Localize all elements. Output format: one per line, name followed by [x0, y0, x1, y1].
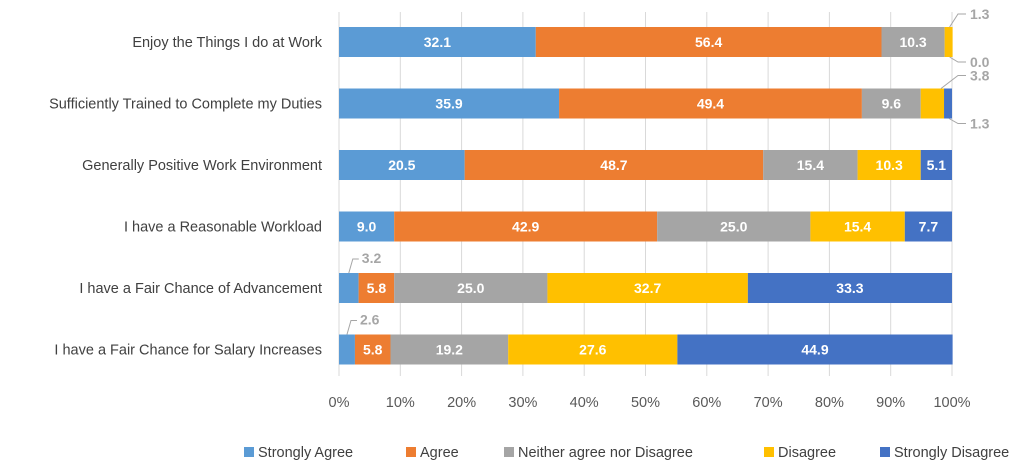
bar-segment: [944, 88, 952, 119]
bar-segment: [904, 211, 952, 242]
bar-segment: [358, 273, 395, 303]
legend-swatch: [504, 447, 514, 457]
data-label: 9.0: [357, 219, 377, 235]
x-tick-label: 30%: [508, 395, 537, 411]
data-label: 32.1: [424, 34, 451, 50]
legend-label: Strongly Disagree: [894, 445, 1009, 461]
bar-segment: [881, 27, 945, 57]
bar-segment: [339, 150, 465, 180]
data-label: 25.0: [457, 280, 484, 296]
legend-swatch: [244, 447, 254, 457]
bar-segment: [394, 273, 548, 303]
bar-segment: [857, 150, 921, 180]
data-label: 5.8: [367, 280, 387, 296]
callout-label: 1.3: [970, 6, 990, 22]
callout-leader: [940, 75, 966, 89]
callout-label: 3.2: [362, 250, 382, 266]
data-label: 15.4: [797, 157, 824, 173]
bar-segment: [535, 27, 882, 57]
data-label: 15.4: [844, 219, 871, 235]
callout-label: 1.3: [970, 116, 990, 132]
bar-segment: [657, 211, 811, 242]
data-label: 10.3: [876, 157, 903, 173]
x-tick-label: 0%: [329, 395, 350, 411]
legend-swatch: [406, 447, 416, 457]
callout-leader: [949, 13, 966, 28]
x-tick-label: 90%: [876, 395, 905, 411]
x-tick-label: 100%: [933, 395, 970, 411]
x-tick-label: 70%: [754, 395, 783, 411]
x-tick-label: 80%: [815, 395, 844, 411]
data-label: 42.9: [512, 219, 539, 235]
data-label: 35.9: [435, 96, 462, 112]
callout-labels: 1.3 0.03.8 1.3 3.2 2.6: [346, 6, 990, 335]
category-label: Enjoy the Things I do at Work: [132, 35, 322, 51]
callout-leader: [948, 118, 966, 124]
legend-swatch: [764, 447, 774, 457]
legend-swatch: [880, 447, 890, 457]
callout-label: 3.8: [970, 68, 990, 84]
bar-segment: [920, 88, 945, 119]
data-label: 20.5: [388, 157, 415, 173]
bar-segment: [339, 88, 560, 119]
bar-segment: [677, 334, 953, 365]
data-label: 25.0: [720, 219, 747, 235]
data-label: 27.6: [579, 342, 606, 358]
bar-segment: [390, 334, 509, 365]
bar-segment: [747, 273, 952, 303]
bar-segment: [339, 273, 359, 303]
callout-label: 2.6: [360, 312, 380, 328]
bar-segment: [559, 88, 862, 119]
data-label: 10.3: [899, 34, 926, 50]
x-axis-tick-labels: 0% 10% 20% 30% 40% 50% 60% 70% 80% 90% 100%: [329, 395, 971, 411]
data-label: 48.7: [600, 157, 627, 173]
data-label: 5.8: [363, 342, 383, 358]
data-label: 32.7: [634, 280, 661, 296]
bar-segment: [464, 150, 764, 180]
bar-segment: [861, 88, 921, 119]
bar-segment: [354, 334, 391, 365]
x-tick-label: 10%: [386, 395, 415, 411]
callout-leader: [949, 56, 966, 63]
gridlines: [338, 12, 953, 376]
data-label: 9.6: [882, 96, 902, 112]
bar-segment: [339, 27, 536, 57]
data-label: 56.4: [695, 34, 722, 50]
data-label: 49.4: [697, 96, 724, 112]
data-label: 19.2: [436, 342, 463, 358]
category-label: Generally Positive Work Environment: [82, 158, 322, 174]
bar-segments: 32.1 56.4 10.3 35.9 49.4 9.6 20.5 48.7 15.4 10.3 5…: [339, 27, 953, 365]
legend-label: Agree: [420, 445, 459, 461]
bar-segment: [339, 334, 355, 365]
bar-segment: [920, 150, 952, 180]
bar-segment: [763, 150, 858, 180]
callout-leader: [348, 258, 359, 274]
callout-leader: [346, 320, 357, 335]
bar-segment: [508, 334, 678, 365]
category-label: Sufficiently Trained to Complete my Duti…: [49, 97, 322, 113]
category-label: I have a Reasonable Workload: [124, 220, 322, 236]
bar-segment: [339, 211, 395, 242]
x-tick-label: 20%: [447, 395, 476, 411]
legend-label: Disagree: [778, 445, 836, 461]
bar-segment: [394, 211, 658, 242]
legend-label: Neither agree nor Disagree: [518, 445, 693, 461]
x-tick-label: 60%: [692, 395, 721, 411]
bar-segment: [810, 211, 905, 242]
data-label: 44.9: [801, 342, 828, 358]
category-label: I have a Fair Chance for Salary Increase…: [54, 343, 322, 359]
x-tick-label: 40%: [570, 395, 599, 411]
bar-segment: [547, 273, 748, 303]
data-label: 33.3: [836, 280, 863, 296]
category-label: I have a Fair Chance of Advancement: [79, 281, 322, 297]
callout-label: 0.0: [970, 54, 990, 70]
data-label: 5.1: [927, 157, 947, 173]
legend-label: Strongly Agree: [258, 445, 353, 461]
legend: Strongly Agree Agree Neither agree nor Dis…: [244, 445, 1009, 461]
bar-segment: [944, 27, 953, 57]
data-label: 7.7: [919, 219, 939, 235]
category-labels: Enjoy the Things I do at Work Sufficientl…: [49, 35, 323, 359]
x-tick-label: 50%: [631, 395, 660, 411]
